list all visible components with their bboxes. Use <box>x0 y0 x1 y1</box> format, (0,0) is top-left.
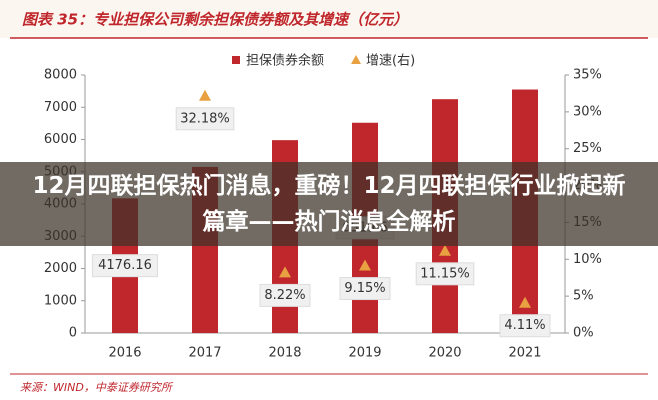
x-tick-label: 2016 <box>108 346 141 361</box>
y-tick-label: 0 <box>69 326 77 341</box>
y2-tick-label: 25% <box>573 141 602 156</box>
y2-tick-label: 30% <box>573 104 602 119</box>
line-value-label: 9.15% <box>344 281 385 296</box>
bar-value-label-box <box>91 254 159 278</box>
y-tick-label: 8000 <box>44 68 77 83</box>
x-tick-label: 2020 <box>428 346 461 361</box>
line-value-label-box <box>499 314 551 338</box>
y-tick-label: 6000 <box>44 132 77 147</box>
legend-label: 担保债券余额 <box>246 53 324 69</box>
title-band <box>0 0 658 38</box>
line-value-label: 8.22% <box>264 288 305 303</box>
y-tick-label: 1000 <box>44 293 77 308</box>
x-tick-label: 2019 <box>348 346 381 361</box>
y2-tick-label: 5% <box>573 289 594 304</box>
y2-tick-label: 35% <box>573 68 602 83</box>
bar-value-label: 4176.16 <box>98 258 152 273</box>
marker <box>359 259 371 271</box>
headline-banner: 12月四联担保热门消息，重磅！12月四联担保行业掀起新篇章——热门消息全解析 <box>0 162 658 246</box>
legend-swatch <box>351 55 361 64</box>
line-value-label-box <box>175 107 235 131</box>
line-value-label-box <box>415 262 475 286</box>
y2-tick-label: 0% <box>573 326 594 341</box>
x-tick-label: 2018 <box>268 346 301 361</box>
marker <box>279 266 291 278</box>
x-tick-label: 2017 <box>188 346 221 361</box>
line-value-label-box <box>259 283 311 307</box>
y-tick-label: 7000 <box>44 100 77 115</box>
marker <box>439 244 451 256</box>
marker <box>199 89 211 101</box>
source: 来源：WIND，中泰证券研究所 <box>20 381 174 394</box>
x-tick-label: 2021 <box>508 346 541 361</box>
chart-title: 图表 35：专业担保公司剩余担保债券额及其增速（亿元） <box>22 11 408 29</box>
line-value-label: 32.18% <box>180 111 230 126</box>
line-value-label: 4.11% <box>504 318 545 333</box>
legend-label: 增速(右) <box>366 54 415 69</box>
line-value-label: 11.15% <box>420 266 470 281</box>
headline: 12月四联担保热门消息，重磅！12月四联担保行业掀起新篇章——热门消息全解析 <box>32 173 626 235</box>
legend-swatch <box>232 56 240 64</box>
line-value-label-box <box>339 277 391 301</box>
marker <box>519 296 531 308</box>
y2-tick-label: 10% <box>573 252 602 267</box>
y-tick-label: 2000 <box>44 261 77 276</box>
